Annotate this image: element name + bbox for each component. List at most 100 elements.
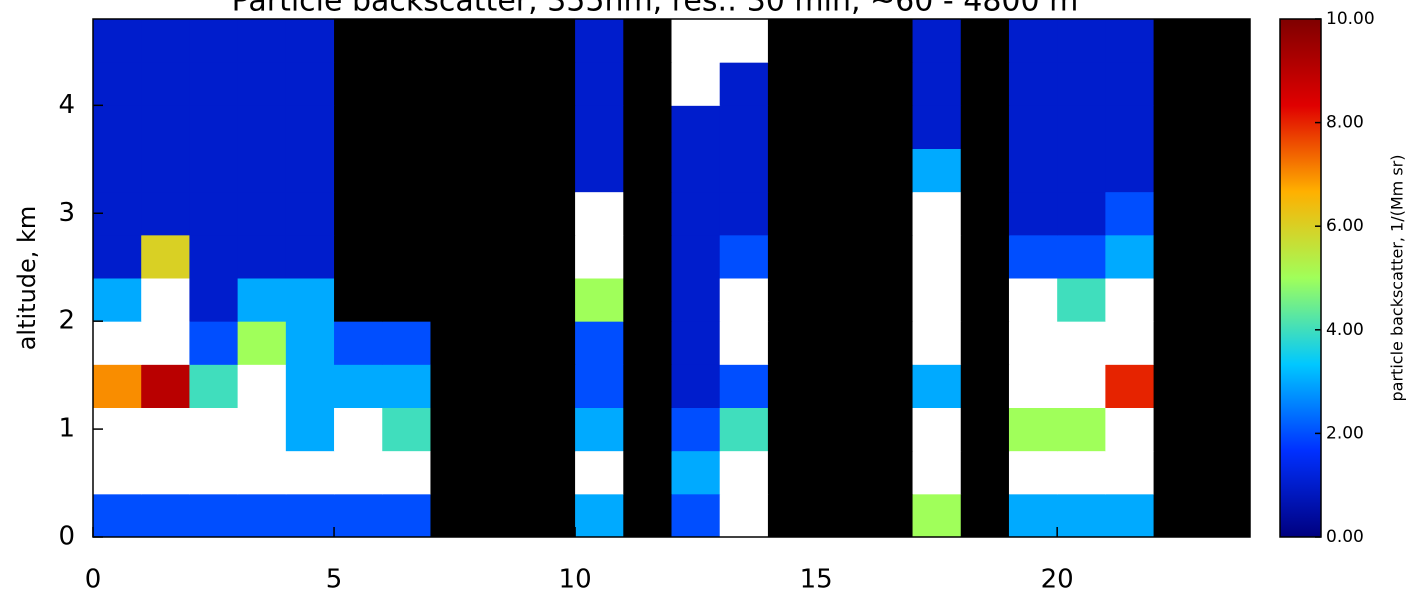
heatmap-cell (141, 407, 190, 452)
heatmap-cell (334, 493, 383, 538)
heatmap-cell (719, 234, 769, 279)
heatmap-cell (526, 278, 576, 322)
heatmap-cell (141, 19, 190, 63)
heatmap-cell (1153, 278, 1203, 322)
heatmap-cell (526, 234, 576, 279)
heatmap-cell (382, 105, 431, 149)
heatmap-cell (767, 493, 817, 538)
heatmap-cell (864, 191, 914, 236)
heatmap-cell (285, 62, 335, 106)
heatmap-cell (93, 62, 142, 106)
heatmap-cell (912, 62, 962, 106)
heatmap-cell (237, 105, 287, 149)
heatmap-cell (767, 62, 817, 106)
heatmap-cell (1008, 278, 1058, 322)
heatmap-cell (912, 493, 962, 538)
heatmap-cell (382, 321, 431, 365)
heatmap-cell (93, 321, 142, 365)
heatmap-cell (1008, 191, 1058, 236)
heatmap-cell (1008, 321, 1058, 365)
heatmap-cell (864, 493, 914, 538)
heatmap-cell (1008, 450, 1058, 495)
heatmap-cell (671, 105, 721, 149)
heatmap-cell (1057, 278, 1106, 322)
heatmap-cell (237, 450, 287, 495)
heatmap-cell (93, 105, 142, 149)
heatmap-cell (189, 105, 239, 149)
heatmap-cell (864, 321, 914, 365)
heatmap-cell (1105, 407, 1155, 452)
colorbar (1279, 18, 1322, 538)
heatmap-cell (189, 450, 239, 495)
heatmap-cell (237, 321, 287, 365)
heatmap-cell (237, 234, 287, 279)
heatmap-cell (334, 278, 383, 322)
heatmap-cell (1008, 234, 1058, 279)
colorbar-tick-label: 4.00 (1326, 320, 1364, 340)
heatmap-cell (816, 148, 865, 193)
heatmap-cell (767, 19, 817, 63)
heatmap-cell (575, 105, 624, 149)
heatmap-cell (285, 493, 335, 538)
heatmap-cell (1105, 148, 1155, 193)
heatmap-cell (141, 191, 190, 236)
heatmap-cell (960, 278, 1010, 322)
heatmap-cell (1008, 62, 1058, 106)
heatmap-cell (141, 321, 190, 365)
plot-frame (92, 18, 1251, 538)
heatmap-cell (960, 493, 1010, 538)
heatmap-cell (719, 148, 769, 193)
heatmap-cell (767, 364, 817, 408)
heatmap-cell (816, 450, 865, 495)
heatmap-cell (960, 234, 1010, 279)
heatmap-cell (478, 191, 528, 236)
heatmap-cell (93, 493, 142, 538)
heatmap-cell (960, 19, 1010, 63)
heatmap-cell (864, 19, 914, 63)
heatmap-cell (1153, 19, 1203, 63)
heatmap-cell (189, 191, 239, 236)
heatmap-cell (671, 19, 721, 63)
heatmap-cell (93, 148, 142, 193)
heatmap-cell (575, 62, 624, 106)
heatmap-cell (671, 407, 721, 452)
heatmap-cell (1153, 407, 1203, 452)
heatmap-cell (334, 450, 383, 495)
heatmap-cell (141, 364, 190, 408)
heatmap-cell (478, 19, 528, 63)
heatmap-cell (141, 148, 190, 193)
heatmap-cell (719, 493, 769, 538)
heatmap-cell (478, 450, 528, 495)
heatmap-cell (237, 407, 287, 452)
heatmap-cell (430, 148, 480, 193)
heatmap-cell (912, 278, 962, 322)
heatmap-cell (1105, 191, 1155, 236)
heatmap-cell (623, 278, 672, 322)
heatmap-cell (189, 407, 239, 452)
heatmap-cell (237, 148, 287, 193)
heatmap-cell (526, 364, 576, 408)
heatmap-cell (334, 148, 383, 193)
heatmap-cell (141, 234, 190, 279)
heatmap-cell (141, 450, 190, 495)
heatmap-cell (816, 191, 865, 236)
y-axis-label: altitude, km (13, 206, 41, 351)
heatmap-cell (478, 278, 528, 322)
heatmap-cell (816, 62, 865, 106)
heatmap-cell (671, 278, 721, 322)
heatmap-cell (478, 407, 528, 452)
heatmap-cell (430, 450, 480, 495)
heatmap-cell (478, 493, 528, 538)
heatmap-cell (960, 148, 1010, 193)
heatmap-cell (189, 19, 239, 63)
heatmap-cell (93, 450, 142, 495)
heatmap-cell (1201, 278, 1251, 322)
heatmap-cell (1008, 364, 1058, 408)
heatmap-cell (912, 19, 962, 63)
heatmap-cell (334, 191, 383, 236)
heatmap-cell (1105, 62, 1155, 106)
chart-title: Particle backscatter, 355nm, res.: 30 mi… (232, 0, 1079, 19)
heatmap-cell (912, 407, 962, 452)
heatmap-cell (960, 321, 1010, 365)
heatmap-cell (767, 407, 817, 452)
